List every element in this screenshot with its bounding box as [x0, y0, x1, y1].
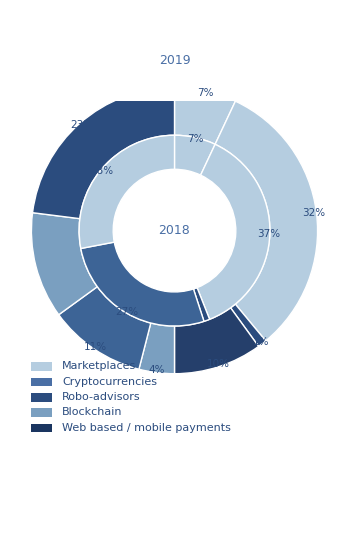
Text: 28%: 28%	[90, 166, 114, 176]
Text: 11%: 11%	[84, 342, 107, 352]
Text: 32%: 32%	[303, 208, 326, 218]
Text: 1%: 1%	[252, 337, 269, 347]
Text: 37%: 37%	[257, 229, 280, 238]
Text: Marketplaces: Marketplaces	[62, 361, 136, 371]
Text: Web based / mobile payments: Web based / mobile payments	[62, 422, 231, 433]
FancyBboxPatch shape	[31, 408, 52, 417]
Wedge shape	[231, 304, 266, 346]
Wedge shape	[139, 323, 174, 374]
FancyBboxPatch shape	[31, 378, 52, 386]
FancyBboxPatch shape	[31, 363, 52, 371]
Text: Robo-advisors: Robo-advisors	[62, 392, 141, 402]
Wedge shape	[59, 287, 151, 369]
Text: 23%: 23%	[70, 120, 93, 130]
Wedge shape	[31, 213, 97, 315]
Text: 2018: 2018	[159, 224, 190, 237]
Wedge shape	[174, 135, 215, 175]
Wedge shape	[193, 288, 210, 321]
Text: 7%: 7%	[197, 89, 214, 98]
Wedge shape	[197, 144, 270, 319]
Text: 27%: 27%	[115, 307, 138, 317]
FancyBboxPatch shape	[31, 393, 52, 402]
Wedge shape	[174, 308, 259, 374]
Wedge shape	[79, 135, 174, 249]
Wedge shape	[174, 87, 236, 144]
Text: Blockchain: Blockchain	[62, 407, 122, 417]
Wedge shape	[215, 101, 318, 341]
Text: 2019: 2019	[159, 54, 190, 67]
Text: Cryptocurrencies: Cryptocurrencies	[62, 376, 157, 387]
Text: 10%: 10%	[207, 359, 230, 369]
Wedge shape	[81, 242, 204, 326]
Text: 7%: 7%	[187, 134, 203, 144]
Text: 4%: 4%	[149, 365, 165, 375]
FancyBboxPatch shape	[31, 424, 52, 432]
Wedge shape	[32, 87, 174, 219]
